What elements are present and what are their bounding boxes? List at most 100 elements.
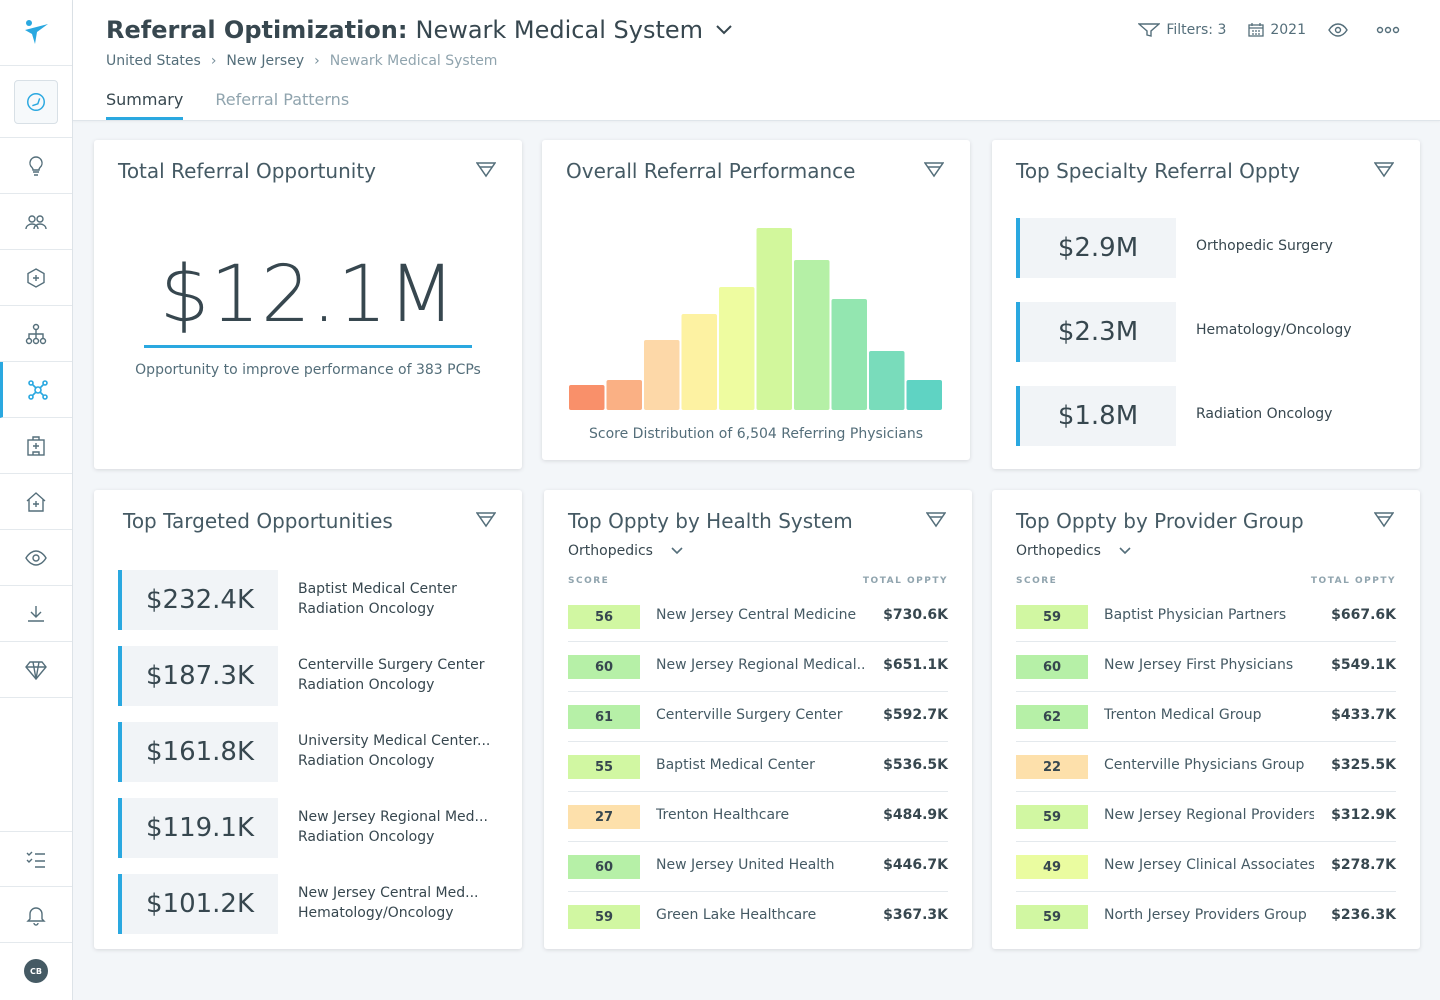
table-row[interactable]: 49 New Jersey Clinical Associates $278.7K: [1016, 842, 1396, 892]
sidebar-item-download[interactable]: [0, 586, 72, 642]
table-row[interactable]: 62 Trenton Medical Group $433.7K: [1016, 692, 1396, 742]
app-switcher[interactable]: [0, 66, 72, 138]
row-value: $325.5K: [1331, 757, 1396, 773]
sidebar-item-profile[interactable]: CB: [0, 943, 72, 999]
histogram-bar[interactable]: [606, 380, 643, 410]
targeted-value: $101.2K: [118, 874, 278, 934]
specialty-value: $2.3M: [1016, 302, 1176, 362]
score-badge: 61: [568, 705, 640, 729]
filter-menu-icon[interactable]: [476, 162, 496, 178]
histogram-bar[interactable]: [756, 228, 793, 410]
specialty-dropdown[interactable]: Orthopedics: [568, 543, 683, 559]
sidebar-item-watch[interactable]: [0, 530, 72, 586]
table-row[interactable]: 60 New Jersey Regional Medical... $651.1K: [568, 642, 948, 692]
system-selector[interactable]: Newark Medical System: [415, 16, 704, 44]
overall-performance-card: Overall Referral Performance Score Distr…: [542, 140, 970, 460]
row-value: $549.1K: [1331, 657, 1396, 673]
row-value: $536.5K: [883, 757, 948, 773]
watch-button[interactable]: [1328, 23, 1354, 37]
column-header-score[interactable]: SCORE: [568, 576, 610, 586]
sidebar-item-people[interactable]: [0, 194, 72, 250]
year-button[interactable]: 2021: [1248, 22, 1306, 38]
home-plus-icon: [26, 491, 46, 512]
filter-menu-icon[interactable]: [926, 512, 946, 528]
column-header-score[interactable]: SCORE: [1016, 576, 1058, 586]
specialty-item[interactable]: $2.3M Hematology/Oncology: [1016, 302, 1376, 362]
table-row[interactable]: 61 Centerville Surgery Center $592.7K: [568, 692, 948, 742]
sidebar-item-insights[interactable]: [0, 138, 72, 194]
score-badge: 60: [1016, 655, 1088, 679]
table-row[interactable]: 59 Baptist Physician Partners $667.6K: [1016, 592, 1396, 642]
filter-menu-icon[interactable]: [476, 512, 496, 528]
row-name: Trenton Healthcare: [656, 807, 790, 823]
histogram-bar[interactable]: [681, 314, 718, 410]
opportunity-caption: Opportunity to improve performance of 38…: [135, 362, 481, 378]
row-value: $484.9K: [883, 807, 948, 823]
sidebar-item-referral[interactable]: [0, 362, 72, 418]
targeted-facility: New Jersey Regional Med...: [298, 809, 488, 825]
specialty-value: $1.8M: [1016, 386, 1176, 446]
chevron-down-icon: [671, 547, 683, 555]
table-row[interactable]: 22 Centerville Physicians Group $325.5K: [1016, 742, 1396, 792]
histogram-bar[interactable]: [569, 385, 605, 410]
histogram-bar[interactable]: [869, 351, 905, 410]
table-row[interactable]: 27 Trenton Healthcare $484.9K: [568, 792, 948, 842]
histogram-bar[interactable]: [719, 287, 755, 410]
targeted-item[interactable]: $101.2K New Jersey Central Med... Hemato…: [118, 874, 498, 934]
filter-icon: [1138, 23, 1161, 37]
breadcrumb-item-current: Newark Medical System: [329, 53, 498, 69]
histogram-bar[interactable]: [831, 299, 868, 410]
histogram-bar[interactable]: [794, 260, 830, 410]
specialty-dropdown[interactable]: Orthopedics: [1016, 543, 1131, 559]
app-logo[interactable]: [0, 0, 72, 66]
score-badge: 60: [568, 855, 640, 879]
table-row[interactable]: 59 North Jersey Providers Group $236.3K: [1016, 892, 1396, 942]
filter-menu-icon[interactable]: [924, 162, 944, 178]
targeted-facility: New Jersey Central Med...: [298, 885, 479, 901]
specialty-item[interactable]: $1.8M Radiation Oncology: [1016, 386, 1376, 446]
targeted-item[interactable]: $119.1K New Jersey Regional Med... Radia…: [118, 798, 498, 858]
column-header-total[interactable]: TOTAL OPPTY: [1310, 576, 1396, 586]
table-row[interactable]: 60 New Jersey United Health $446.7K: [568, 842, 948, 892]
calendar-icon: [1248, 23, 1265, 37]
sidebar-item-tasks[interactable]: [0, 831, 72, 887]
sidebar-item-network[interactable]: [0, 250, 72, 306]
histogram-bar[interactable]: [906, 380, 943, 410]
score-badge: 59: [1016, 905, 1088, 929]
column-header-total[interactable]: TOTAL OPPTY: [862, 576, 948, 586]
sidebar-item-home[interactable]: [0, 474, 72, 530]
tab-referral-patterns[interactable]: Referral Patterns: [215, 90, 350, 109]
targeted-item[interactable]: $232.4K Baptist Medical Center Radiation…: [118, 570, 498, 630]
filter-menu-icon[interactable]: [1374, 162, 1394, 178]
targeted-item[interactable]: $187.3K Centerville Surgery Center Radia…: [118, 646, 498, 706]
tab-summary[interactable]: Summary: [106, 90, 184, 120]
table-row[interactable]: 60 New Jersey First Physicians $549.1K: [1016, 642, 1396, 692]
sidebar-item-premium[interactable]: [0, 642, 72, 698]
card-title: Top Specialty Referral Oppty: [1016, 159, 1300, 183]
specialty-item[interactable]: $2.9M Orthopedic Surgery: [1016, 218, 1376, 278]
sidebar-item-hospital[interactable]: [0, 418, 72, 474]
hub-icon: [27, 379, 48, 400]
more-button[interactable]: [1376, 26, 1406, 34]
chevron-down-icon: [1119, 547, 1131, 555]
row-value: $651.1K: [883, 657, 948, 673]
targeted-value: $187.3K: [118, 646, 278, 706]
sidebar-item-hierarchy[interactable]: [0, 306, 72, 362]
histogram-bar[interactable]: [644, 340, 680, 410]
filter-menu-icon[interactable]: [1374, 512, 1394, 528]
hospital-icon: [27, 435, 45, 456]
bell-icon: [26, 906, 46, 926]
targeted-item[interactable]: $161.8K University Medical Center... Rad…: [118, 722, 498, 782]
breadcrumb-item[interactable]: New Jersey: [226, 53, 305, 69]
tab-bar: Summary Referral Patterns: [106, 90, 381, 120]
table-row[interactable]: 59 New Jersey Regional Providers $312.9K: [1016, 792, 1396, 842]
chevron-down-icon[interactable]: [715, 24, 733, 36]
sidebar-item-notifications[interactable]: [0, 887, 72, 943]
filters-button[interactable]: Filters: 3: [1138, 22, 1226, 38]
row-value: $446.7K: [883, 857, 948, 873]
table-row[interactable]: 55 Baptist Medical Center $536.5K: [568, 742, 948, 792]
breadcrumb-item[interactable]: United States: [106, 53, 201, 69]
table-row[interactable]: 59 Green Lake Healthcare $367.3K: [568, 892, 948, 942]
table-row[interactable]: 56 New Jersey Central Medicine $730.6K: [568, 592, 948, 642]
row-value: $312.9K: [1331, 807, 1396, 823]
